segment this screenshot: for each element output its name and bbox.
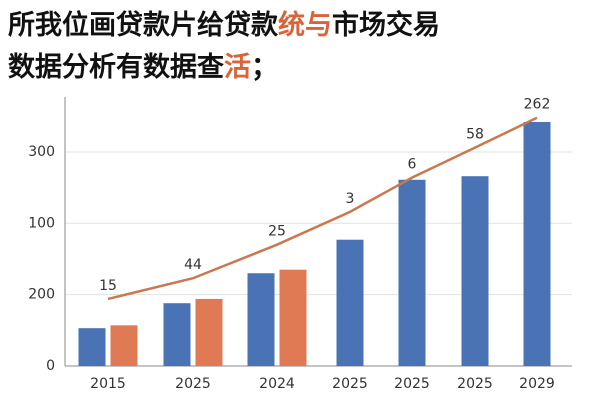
x-tick-label: 2025 bbox=[332, 376, 368, 392]
bar bbox=[78, 328, 106, 366]
chart-title-line: 所我位画贷款片给贷款统与市场交易 bbox=[8, 9, 440, 41]
x-tick-label: 2025 bbox=[175, 376, 211, 392]
bar bbox=[110, 325, 138, 366]
point-label: 25 bbox=[268, 224, 286, 240]
x-tick-label: 2024 bbox=[259, 376, 295, 392]
point-label: 3 bbox=[346, 191, 355, 207]
point-label: 44 bbox=[184, 257, 202, 273]
bar bbox=[195, 298, 223, 366]
x-tick-label: 2025 bbox=[457, 376, 493, 392]
x-tick-label: 2025 bbox=[394, 376, 430, 392]
bar bbox=[163, 303, 191, 366]
x-tick-label: 2015 bbox=[90, 376, 126, 392]
bar bbox=[279, 269, 307, 366]
title-segment: 市场交易 bbox=[332, 9, 440, 41]
chart-title-line: 数据分析有数据查活； bbox=[8, 52, 278, 83]
bar bbox=[336, 239, 364, 366]
y-tick-label: 0 bbox=[46, 358, 55, 374]
bar bbox=[247, 273, 275, 366]
y-tick-label: 300 bbox=[28, 144, 55, 160]
point-label: 6 bbox=[408, 157, 417, 173]
y-tick-label: 100 bbox=[28, 215, 55, 231]
point-label: 15 bbox=[99, 278, 117, 294]
y-tick-label: 200 bbox=[28, 287, 55, 303]
point-label: 58 bbox=[466, 127, 484, 143]
title-segment: 统与 bbox=[278, 9, 332, 41]
title-segment: ； bbox=[251, 52, 278, 83]
bar bbox=[461, 176, 489, 366]
point-label: 262 bbox=[524, 97, 551, 113]
title-segment: 活 bbox=[224, 52, 251, 83]
trend-line bbox=[107, 116, 538, 301]
title-segment: 所我位画贷款片给贷款 bbox=[8, 9, 279, 41]
title-segment: 数据分析有数据查 bbox=[8, 52, 224, 83]
bar bbox=[398, 179, 426, 366]
x-tick-label: 2029 bbox=[519, 376, 555, 392]
bar bbox=[523, 121, 551, 366]
